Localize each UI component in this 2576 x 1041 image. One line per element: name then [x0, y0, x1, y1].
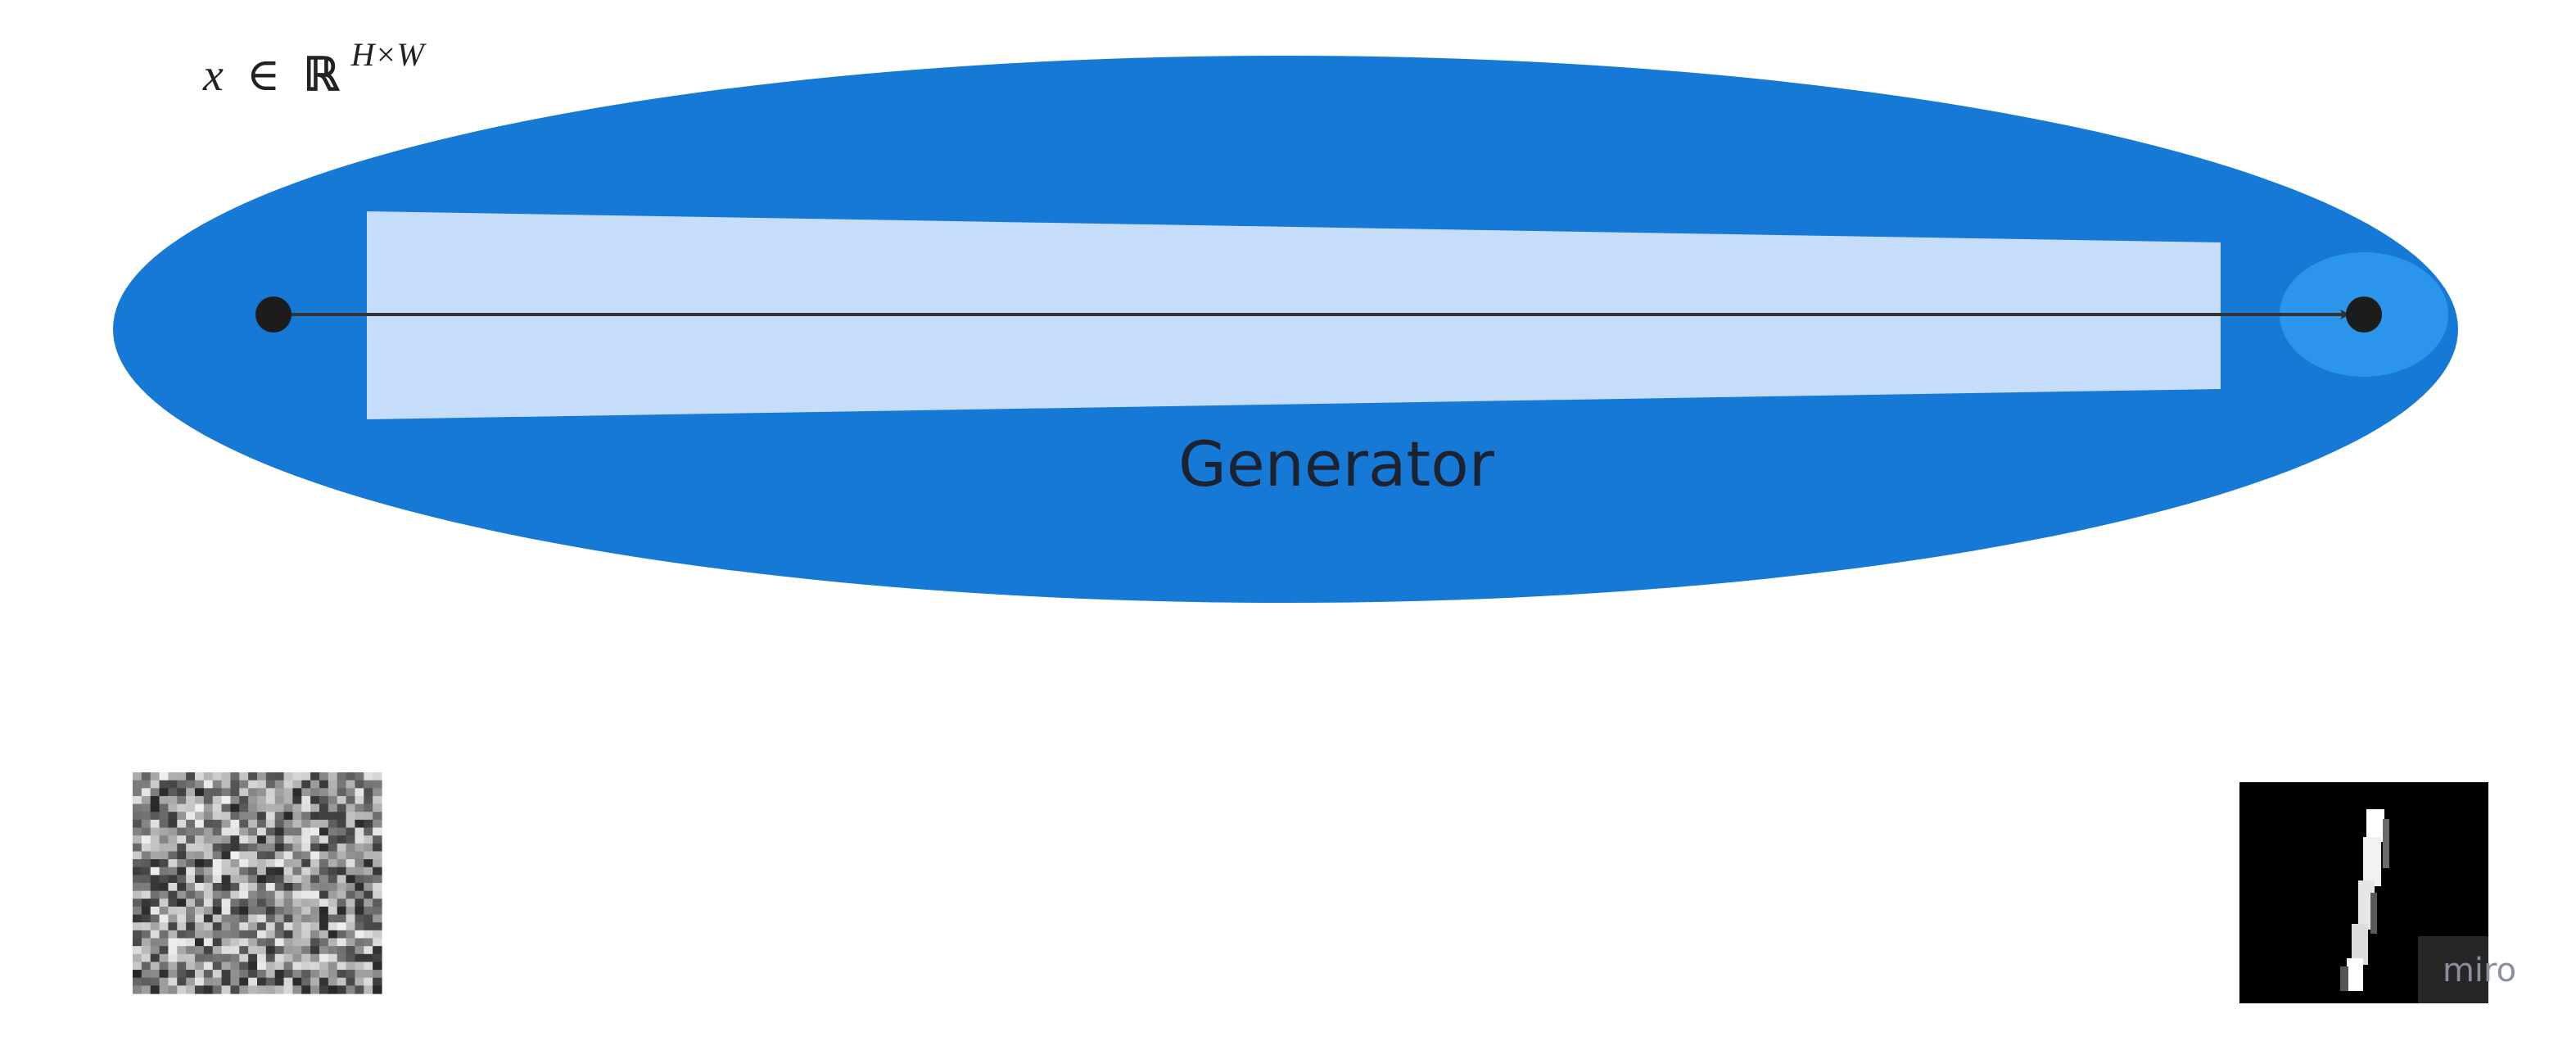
- generator-label: Generator: [1178, 428, 1495, 500]
- watermark-badge: [2418, 936, 2488, 1003]
- output-point: [2346, 296, 2382, 333]
- latent-space-label: x ∈ ℝ H×W: [202, 36, 427, 101]
- noise-input-image: [133, 772, 382, 994]
- space-exponent: H×W: [350, 36, 427, 73]
- latent-variable: x: [202, 50, 224, 101]
- watermark-text: miro: [2443, 952, 2516, 989]
- real-set-symbol: ℝ: [303, 50, 340, 101]
- element-of-symbol: ∈: [246, 50, 280, 101]
- input-point: [255, 296, 291, 333]
